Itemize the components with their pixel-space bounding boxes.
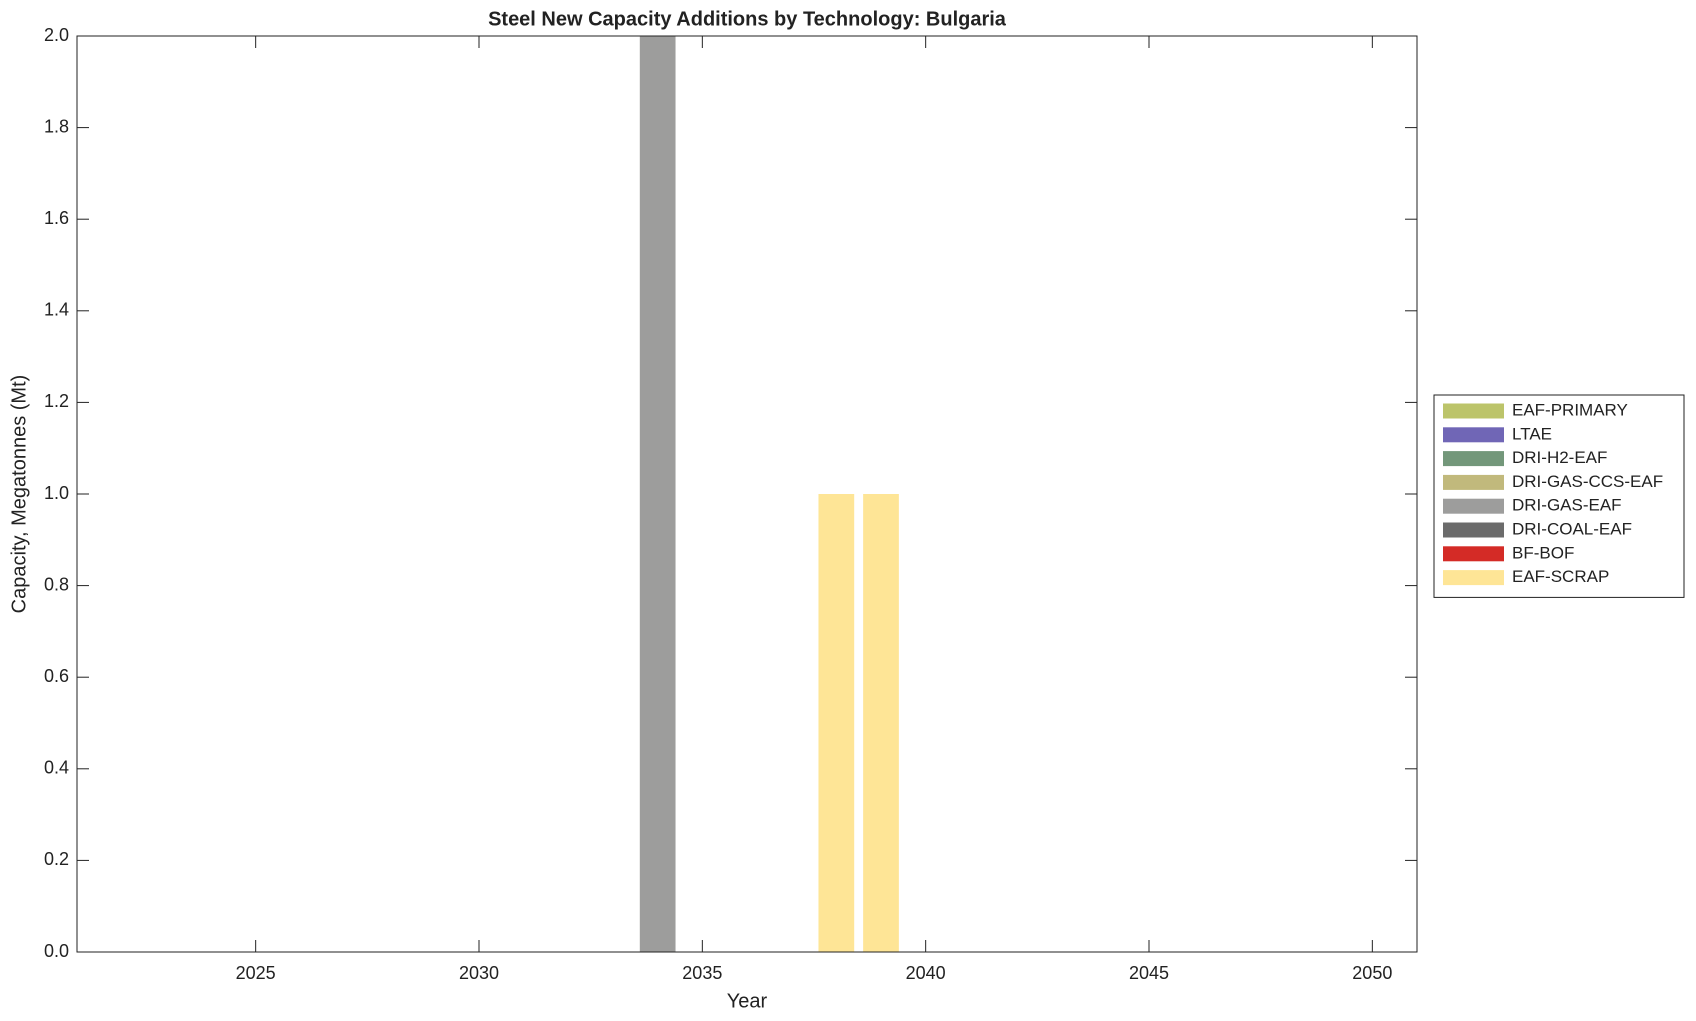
legend-swatch [1443,474,1504,490]
bar [818,494,855,952]
x-tick-label: 2035 [682,963,722,983]
legend-box [1433,394,1685,598]
y-tick-label: 0.6 [44,666,69,686]
legend-label: LTAE [1512,424,1552,443]
legend-swatch [1443,403,1504,419]
plot-frame [76,35,1418,953]
legend-label: DRI-H2-EAF [1512,448,1607,467]
y-tick-label: 0.4 [44,758,69,778]
y-tick-label: 1.8 [44,116,69,136]
y-tick-label: 1.6 [44,208,69,228]
legend-label: DRI-GAS-EAF [1512,496,1622,515]
y-axis-label: Capacity, Megatonnes (Mt) [8,375,30,614]
x-tick-label: 2045 [1129,963,1169,983]
legend-label: EAF-PRIMARY [1512,400,1628,419]
legend-swatch [1443,451,1504,467]
legend-label: DRI-COAL-EAF [1512,519,1632,538]
x-tick-label: 2025 [236,963,276,983]
legend-swatch [1443,427,1504,443]
x-tick-label: 2030 [459,963,499,983]
x-axis-label: Year [727,990,768,1012]
y-tick-label: 1.4 [44,300,69,320]
legend-swatch [1443,546,1504,562]
bar [639,36,676,952]
legend-swatch [1443,522,1504,538]
y-tick-label: 0.0 [44,941,69,961]
y-tick-label: 0.8 [44,574,69,594]
y-tick-label: 1.0 [44,483,69,503]
chart-title: Steel New Capacity Additions by Technolo… [488,8,1007,30]
legend-label: BF-BOF [1512,543,1574,562]
legend-swatch [1443,498,1504,514]
legend-label: DRI-GAS-CCS-EAF [1512,472,1663,491]
y-tick-label: 0.2 [44,849,69,869]
bar [863,494,899,952]
legend-label: EAF-SCRAP [1512,567,1609,586]
x-tick-label: 2040 [906,963,946,983]
legend-swatch [1443,570,1504,586]
x-tick-label: 2050 [1352,963,1392,983]
y-tick-label: 1.2 [44,391,69,411]
y-tick-label: 2.0 [44,25,69,45]
